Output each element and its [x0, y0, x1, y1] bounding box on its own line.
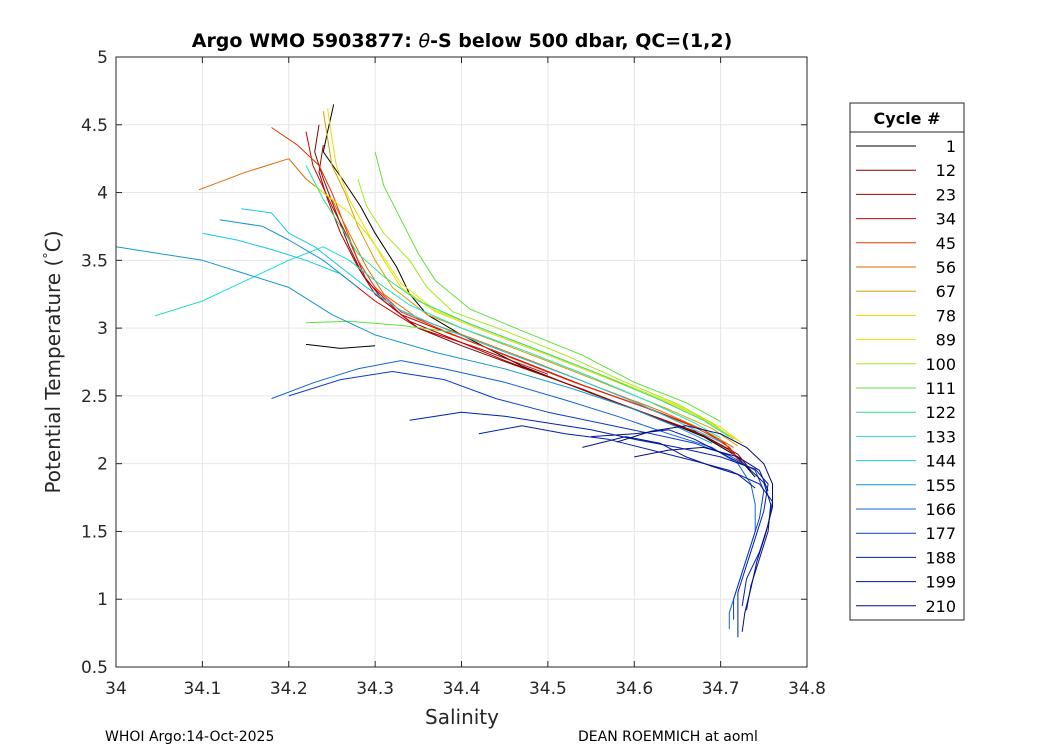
legend-label: 122 — [925, 403, 956, 422]
series-line-cycle-56 — [198, 158, 734, 448]
legend-box — [849, 102, 965, 621]
legend-label: 67 — [936, 282, 956, 301]
y-tick-label: 1.5 — [81, 522, 108, 542]
footer-right: DEAN ROEMMICH at aoml — [578, 729, 758, 745]
y-axis-label: Potential Temperature (°C) — [41, 230, 65, 493]
legend-label: 56 — [936, 258, 956, 277]
x-tick-label: 34.2 — [270, 679, 308, 699]
series-line-cycle-199 — [591, 429, 772, 611]
legend-label: 111 — [925, 379, 956, 398]
series-line-cycle-45 — [271, 127, 739, 460]
legend-title: Cycle # — [874, 109, 941, 128]
x-tick-label: 34.3 — [356, 679, 394, 699]
legend-label: 166 — [925, 500, 956, 519]
footer-left: WHOI Argo:14-Oct-2025 — [105, 729, 274, 745]
x-tick-label: 34.5 — [529, 679, 567, 699]
x-tick-label: 34.8 — [788, 679, 826, 699]
x-tick-label: 34.4 — [443, 679, 481, 699]
legend-label: 45 — [936, 234, 956, 253]
y-tick-label: 4 — [97, 184, 108, 204]
series-line-cycle-155 — [115, 246, 713, 444]
legend-label: 177 — [925, 524, 956, 543]
legend-label: 199 — [925, 573, 956, 592]
legend-label: 144 — [925, 452, 956, 471]
chart-title: Argo WMO 5903877: θ-S below 500 dbar, QC… — [192, 30, 733, 52]
x-tick-label: 34.7 — [702, 679, 740, 699]
series-line-cycle-210 — [616, 425, 773, 632]
legend-items: 1 12 23 34 45 56 67 78 89 100 111 122 133 144 155 166 17… — [856, 137, 956, 616]
series-line-cycle-111b — [305, 320, 453, 333]
series-line-cycle-89 — [314, 185, 739, 442]
legend-label: 155 — [925, 476, 956, 495]
y-tick-label: 5 — [97, 48, 108, 68]
y-tick-label: 3.5 — [81, 251, 108, 271]
series-line-cycle-23 — [318, 145, 747, 467]
legend-label: 100 — [925, 355, 956, 374]
legend-label: 89 — [936, 331, 956, 350]
series-line-cycle-133 — [154, 246, 721, 439]
legend-label: 1 — [946, 137, 956, 156]
x-axis-label: Salinity — [425, 705, 499, 729]
x-tick-label: 34.6 — [615, 679, 653, 699]
y-tick-label: 2 — [97, 455, 108, 475]
y-tick-label: 4.5 — [81, 116, 108, 136]
y-tick-label: 3 — [97, 319, 108, 339]
x-tick-label: 34.1 — [183, 679, 221, 699]
series-lines — [115, 104, 773, 638]
series-line-cycle-122 — [305, 165, 730, 438]
legend-label: 188 — [925, 548, 956, 567]
legend-label: 12 — [936, 161, 956, 180]
series-line-cycle-111 — [374, 151, 721, 423]
legend-label: 133 — [925, 427, 956, 446]
series-line-cycle-210b — [634, 446, 769, 491]
y-tick-label: 2.5 — [81, 387, 108, 407]
legend: Cycle # 1 12 23 34 45 56 67 78 89 100 111 122 133 144… — [849, 102, 965, 621]
series-line-cycle-155b — [219, 219, 359, 288]
legend-label: 78 — [936, 306, 956, 325]
series-line-cycle-199b — [582, 436, 756, 489]
x-axis-ticks: 34 34.1 34.2 34.3 34.4 34.5 34.6 34.7 34.8 — [105, 57, 826, 699]
y-axis-ticks: 0.5 1 1.5 2 2.5 3 3.5 4 4.5 5 — [81, 48, 807, 678]
series-line-cycle-177 — [288, 371, 765, 620]
series-line-cycle-144b — [202, 232, 341, 275]
x-tick-label: 34 — [105, 679, 127, 699]
y-tick-label: 1 — [97, 590, 108, 610]
series-line-cycle-188 — [409, 411, 769, 638]
series-line-cycle-1b — [305, 343, 376, 349]
legend-label: 34 — [936, 210, 956, 229]
y-tick-label: 0.5 — [81, 658, 108, 678]
legend-label: 23 — [936, 185, 956, 204]
legend-label: 210 — [925, 597, 956, 616]
series-line-cycle-100 — [357, 178, 734, 440]
series-line-cycle-78 — [327, 108, 743, 444]
series-line-cycle-67 — [322, 111, 739, 447]
series-line-cycle-144 — [241, 208, 721, 443]
